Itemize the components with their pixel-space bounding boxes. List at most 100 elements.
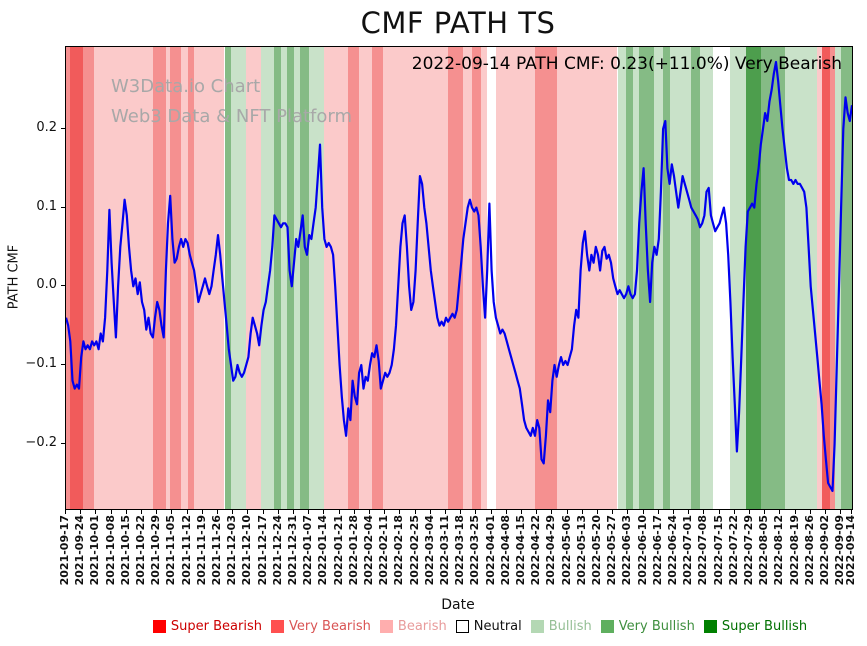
x-tick-mark — [292, 510, 294, 514]
x-tick-mark — [110, 510, 112, 514]
band-very-bearish — [152, 47, 166, 509]
x-tick-mark — [779, 510, 781, 514]
chart-title: CMF PATH TS — [360, 6, 556, 40]
x-tick-label: 2022-03-18 — [453, 515, 467, 586]
legend-item-very-bullish: Very Bullish — [600, 619, 695, 634]
band-bearish — [246, 47, 262, 509]
band-very-bullish — [626, 47, 633, 509]
legend-label: Very Bullish — [618, 619, 695, 634]
x-tick-label: 2022-01-28 — [346, 515, 360, 586]
x-tick-label: 2022-08-26 — [802, 515, 816, 586]
x-tick-mark — [277, 510, 279, 514]
x-tick-label: 2022-02-04 — [361, 515, 375, 586]
x-tick-mark — [65, 510, 66, 514]
plot-area: W3Data.io Chart Web3 Data & NFT Platform… — [65, 46, 853, 510]
x-axis-label: Date — [441, 597, 475, 613]
x-tick-label: 2022-07-29 — [741, 515, 755, 586]
band-bullish — [834, 47, 842, 509]
y-tick-label: −0.1 — [25, 355, 57, 371]
legend: Super Bearish Very Bearish Bearish Neutral B… — [100, 619, 860, 634]
x-tick-mark — [338, 510, 340, 514]
x-tick-label: 2022-09-14 — [844, 515, 857, 586]
x-tick-mark — [851, 510, 852, 514]
band-very-bearish — [348, 47, 360, 509]
band-bearish — [94, 47, 153, 509]
x-tick-mark — [536, 510, 538, 514]
y-tick-mark — [61, 363, 65, 365]
band-bullish — [231, 47, 247, 509]
x-tick-label: 2022-06-10 — [635, 515, 649, 586]
x-tick-label: 2022-07-01 — [681, 515, 695, 586]
legend-item-neutral: Neutral — [455, 619, 522, 634]
band-very-bearish — [830, 47, 835, 509]
legend-item-very-bearish: Very Bearish — [271, 619, 371, 634]
x-tick-label: 2021-12-17 — [255, 515, 269, 586]
legend-swatch — [703, 620, 717, 633]
band-super-bearish — [821, 47, 831, 509]
x-tick-label: 2022-09-02 — [817, 515, 831, 586]
band-bullish — [784, 47, 818, 509]
band-very-bullish — [274, 47, 281, 509]
x-tick-label: 2022-04-22 — [529, 515, 543, 586]
band-bearish — [817, 47, 822, 509]
band-very-bearish — [170, 47, 182, 509]
x-tick-label: 2022-03-11 — [437, 515, 451, 586]
x-tick-mark — [308, 510, 310, 514]
x-tick-label: 2021-11-12 — [179, 515, 193, 586]
y-tick-mark — [61, 206, 65, 208]
band-very-bullish — [224, 47, 231, 509]
y-tick-label: 0.0 — [36, 277, 57, 293]
x-tick-mark — [323, 510, 325, 514]
x-tick-label: 2022-02-11 — [377, 515, 391, 586]
x-tick-label: 2022-08-12 — [772, 515, 786, 586]
x-tick-label: 2021-11-05 — [164, 515, 178, 586]
x-tick-mark — [186, 510, 188, 514]
x-tick-label: 2021-12-24 — [270, 515, 284, 586]
x-tick-label: 2021-10-29 — [149, 515, 163, 586]
x-tick-mark — [201, 510, 203, 514]
band-bearish — [359, 47, 373, 509]
x-tick-mark — [490, 510, 492, 514]
x-tick-mark — [520, 510, 522, 514]
legend-item-super-bearish: Super Bearish — [152, 619, 262, 634]
x-tick-mark — [262, 510, 264, 514]
x-tick-mark — [460, 510, 462, 514]
y-tick-label: −0.2 — [25, 434, 57, 450]
y-tick-mark — [61, 442, 65, 444]
cmf-line — [66, 60, 852, 492]
x-tick-mark — [444, 510, 446, 514]
legend-item-bullish: Bullish — [530, 619, 592, 634]
y-tick-label: 0.2 — [36, 119, 57, 135]
x-tick-label: 2022-01-14 — [316, 515, 330, 586]
x-tick-mark — [748, 510, 750, 514]
x-tick-mark — [247, 510, 249, 514]
band-very-bearish — [187, 47, 195, 509]
x-tick-label: 2022-07-15 — [711, 515, 725, 586]
band-bearish — [165, 47, 171, 509]
x-tick-label: 2022-07-08 — [696, 515, 710, 586]
legend-swatch — [271, 620, 284, 633]
sentiment-bands — [66, 47, 852, 509]
x-tick-mark — [95, 510, 97, 514]
band-very-bearish — [66, 47, 71, 509]
band-very-bullish — [691, 47, 700, 509]
x-tick-label: 2022-04-08 — [498, 515, 512, 586]
x-tick-mark — [809, 510, 811, 514]
x-tick-mark — [232, 510, 234, 514]
band-very-bullish — [300, 47, 310, 509]
y-tick-mark — [61, 285, 65, 287]
legend-label: Super Bearish — [170, 619, 262, 634]
x-tick-mark — [505, 510, 507, 514]
x-tick-label: 2021-09-17 — [58, 515, 71, 586]
band-super-bullish — [745, 47, 761, 509]
x-tick-label: 2022-02-18 — [392, 515, 406, 586]
band-bullish — [669, 47, 692, 509]
x-tick-mark — [657, 510, 659, 514]
band-very-bullish — [663, 47, 670, 509]
x-tick-mark — [718, 510, 720, 514]
band-bearish — [480, 47, 488, 509]
cmf-line-chart — [66, 60, 852, 492]
x-tick-mark — [429, 510, 431, 514]
band-very-bullish — [841, 47, 852, 509]
band-very-bearish — [83, 47, 95, 509]
